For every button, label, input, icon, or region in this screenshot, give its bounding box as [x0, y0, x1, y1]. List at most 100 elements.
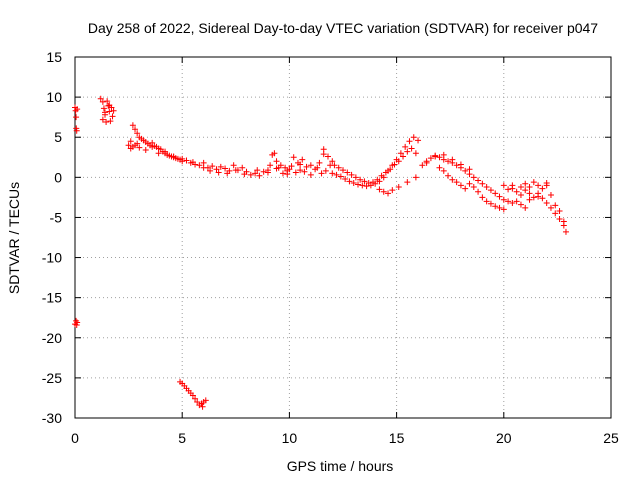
- data-point: [391, 161, 398, 168]
- data-point: [445, 172, 452, 179]
- data-point: [324, 153, 331, 160]
- data-point: [445, 158, 452, 165]
- data-point: [547, 191, 554, 198]
- y-tick-label: 0: [54, 169, 62, 185]
- x-tick-label: 10: [282, 430, 298, 446]
- data-point: [500, 206, 507, 213]
- data-point: [271, 150, 278, 157]
- data-point: [423, 159, 430, 166]
- y-tick-label: -20: [42, 330, 62, 346]
- data-point: [526, 183, 533, 190]
- data-point: [134, 140, 141, 147]
- series-hour1: [97, 95, 117, 125]
- series-main-12-16: [329, 134, 422, 197]
- chart-title: Day 258 of 2022, Sidereal Day-to-day VTE…: [88, 20, 598, 36]
- data-point: [509, 200, 516, 207]
- data-point: [556, 216, 563, 223]
- data-marks: [72, 95, 569, 410]
- data-point: [517, 201, 524, 208]
- data-point: [526, 190, 533, 197]
- x-tick-label: 0: [71, 430, 79, 446]
- data-point: [284, 171, 291, 178]
- data-point: [189, 392, 196, 399]
- data-point: [202, 397, 209, 404]
- data-point: [196, 162, 203, 169]
- data-point: [543, 200, 550, 207]
- data-point: [475, 177, 482, 184]
- data-point: [479, 194, 486, 201]
- series-early-high: [72, 104, 81, 134]
- data-point: [479, 180, 486, 187]
- data-point: [562, 228, 569, 235]
- data-point: [213, 166, 220, 173]
- data-point: [457, 161, 464, 168]
- data-point: [217, 163, 224, 170]
- series-low-5-6: [177, 378, 209, 410]
- data-point: [314, 164, 321, 171]
- data-point: [307, 162, 314, 169]
- data-point: [103, 118, 110, 125]
- data-point: [106, 102, 113, 109]
- data-point: [376, 186, 383, 193]
- data-point: [517, 183, 524, 190]
- data-point: [363, 183, 370, 190]
- data-point: [505, 186, 512, 193]
- data-point: [106, 108, 113, 115]
- data-point: [556, 208, 563, 215]
- data-point: [183, 157, 190, 164]
- data-point: [387, 166, 394, 173]
- y-tick-label: -5: [50, 209, 63, 225]
- data-point: [513, 188, 520, 195]
- data-point: [543, 179, 550, 186]
- data-point: [352, 174, 359, 181]
- data-point: [509, 185, 516, 192]
- x-tick-label: 25: [603, 430, 619, 446]
- data-point: [539, 185, 546, 192]
- data-point: [136, 144, 143, 151]
- data-point: [462, 167, 469, 174]
- data-point: [264, 169, 271, 176]
- data-point: [260, 168, 267, 175]
- data-point: [189, 159, 196, 166]
- data-point: [307, 171, 314, 178]
- grid-layer: [75, 57, 611, 418]
- data-point: [73, 114, 80, 121]
- data-point: [487, 200, 494, 207]
- data-point: [73, 321, 80, 328]
- data-point: [432, 153, 439, 160]
- data-point: [412, 174, 419, 181]
- data-point: [492, 190, 499, 197]
- data-point: [333, 171, 340, 178]
- data-point: [127, 138, 134, 145]
- y-tick-label: 15: [46, 49, 62, 65]
- data-point: [209, 163, 216, 170]
- data-point: [466, 180, 473, 187]
- data-point: [256, 172, 263, 179]
- data-point: [74, 106, 81, 113]
- data-point: [440, 151, 447, 158]
- data-point: [355, 181, 362, 188]
- data-point: [436, 154, 443, 161]
- data-point: [342, 175, 349, 182]
- data-point: [513, 198, 520, 205]
- data-point: [404, 148, 411, 155]
- data-point: [500, 196, 507, 203]
- plot-frame: [74, 56, 612, 419]
- data-point: [335, 164, 342, 171]
- series-main-8-12: [247, 146, 336, 179]
- y-tick-label: 10: [46, 89, 62, 105]
- data-point: [466, 166, 473, 173]
- data-point: [73, 125, 80, 132]
- data-point: [303, 163, 310, 170]
- tick-label-layer: 0 5 10 15 20 25 15 10 5 0 -5 -10 -15 -20 -25 -30: [42, 49, 619, 446]
- data-point: [241, 171, 248, 178]
- data-point: [288, 163, 295, 170]
- data-point: [453, 179, 460, 186]
- data-point: [419, 162, 426, 169]
- data-point: [415, 137, 422, 144]
- data-point: [254, 167, 261, 174]
- data-point: [282, 164, 289, 171]
- data-point: [380, 188, 387, 195]
- data-point: [329, 158, 336, 165]
- data-point: [385, 190, 392, 197]
